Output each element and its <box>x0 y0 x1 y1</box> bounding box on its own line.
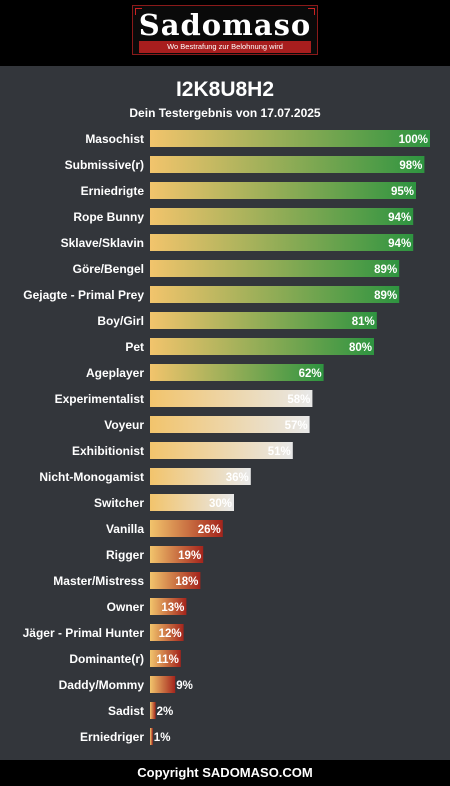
value-label: 36% <box>226 472 249 484</box>
value-label: 2% <box>157 706 174 718</box>
value-label: 57% <box>285 420 308 432</box>
result-bar <box>150 494 234 511</box>
result-subtitle: Dein Testergebnis von 17.07.2025 <box>129 106 321 120</box>
category-label: Göre/Bengel <box>73 262 144 276</box>
value-label: 80% <box>349 342 372 354</box>
category-label: Jäger - Primal Hunter <box>23 626 145 640</box>
result-bar <box>150 598 187 615</box>
header-bar: Sadomaso Wo Bestrafung zur Belohnung wir… <box>0 0 450 66</box>
result-bar <box>150 416 310 433</box>
footer-copyright: Copyright SADOMASO.COM <box>0 760 450 786</box>
result-bar <box>150 728 153 745</box>
result-bar <box>150 390 313 407</box>
result-bar <box>150 156 425 173</box>
value-label: 81% <box>352 316 375 328</box>
value-label: 1% <box>154 732 171 744</box>
result-bar <box>150 676 176 693</box>
result-bar <box>150 546 204 563</box>
category-label: Masochist <box>85 132 144 146</box>
value-label: 89% <box>374 290 397 302</box>
logo-text: Sadomaso <box>138 8 312 42</box>
result-bar <box>150 234 414 251</box>
logo-corner-ornament <box>135 8 142 15</box>
value-label: 89% <box>374 264 397 276</box>
result-bar <box>150 130 430 147</box>
result-bar <box>150 650 181 667</box>
result-bar <box>150 260 400 277</box>
category-label: Nicht-Monogamist <box>39 470 144 484</box>
category-label: Gejagte - Primal Prey <box>23 288 144 302</box>
result-bar <box>150 624 184 641</box>
category-label: Boy/Girl <box>97 314 144 328</box>
result-bar <box>150 468 251 485</box>
result-bar-chart: Masochist 100% Submissive(r) 98% Erniedrigte… <box>23 130 430 745</box>
value-label: 100% <box>399 134 428 146</box>
value-label: 62% <box>299 368 322 380</box>
result-bar <box>150 520 223 537</box>
result-bar <box>150 312 377 329</box>
category-label: Pet <box>125 340 144 354</box>
category-label: Dominante(r) <box>69 652 144 666</box>
category-label: Master/Mistress <box>53 574 144 588</box>
value-label: 94% <box>388 238 411 250</box>
category-label: Voyeur <box>104 418 144 432</box>
category-label: Submissive(r) <box>65 158 144 172</box>
result-title: I2K8U8H2 <box>175 78 275 101</box>
result-bar <box>150 702 156 719</box>
result-bar <box>150 338 374 355</box>
category-label: Erniedriger <box>80 730 144 744</box>
category-label: Ageplayer <box>86 366 144 380</box>
value-label: 11% <box>156 654 178 666</box>
logo-tagline: Wo Bestrafung zur Belohnung wird <box>139 41 311 53</box>
category-label: Vanilla <box>106 522 144 536</box>
result-bar <box>150 364 324 381</box>
category-label: Rigger <box>106 548 144 562</box>
value-label: 12% <box>159 628 182 640</box>
value-label: 9% <box>176 680 193 692</box>
value-label: 51% <box>268 446 291 458</box>
result-bar <box>150 442 293 459</box>
value-label: 95% <box>391 186 414 198</box>
value-label: 26% <box>198 524 221 536</box>
result-bar <box>150 182 416 199</box>
value-label: 13% <box>161 602 184 614</box>
value-label: 58% <box>287 394 310 406</box>
site-logo[interactable]: Sadomaso Wo Bestrafung zur Belohnung wir… <box>132 5 318 55</box>
result-bar <box>150 572 201 589</box>
category-label: Sklave/Sklavin <box>61 236 144 250</box>
result-bar <box>150 208 414 225</box>
category-label: Switcher <box>94 496 144 510</box>
value-label: 18% <box>175 576 198 588</box>
category-label: Daddy/Mommy <box>59 678 145 692</box>
value-label: 19% <box>178 550 201 562</box>
category-label: Exhibitionist <box>72 444 144 458</box>
category-label: Experimentalist <box>55 392 144 406</box>
value-label: 30% <box>209 498 232 510</box>
result-bar <box>150 286 400 303</box>
category-label: Rope Bunny <box>73 210 144 224</box>
category-label: Sadist <box>108 704 144 718</box>
value-label: 98% <box>399 160 422 172</box>
value-label: 94% <box>388 212 411 224</box>
category-label: Erniedrigte <box>81 184 145 198</box>
category-label: Owner <box>107 600 145 614</box>
logo-corner-ornament <box>308 8 315 15</box>
